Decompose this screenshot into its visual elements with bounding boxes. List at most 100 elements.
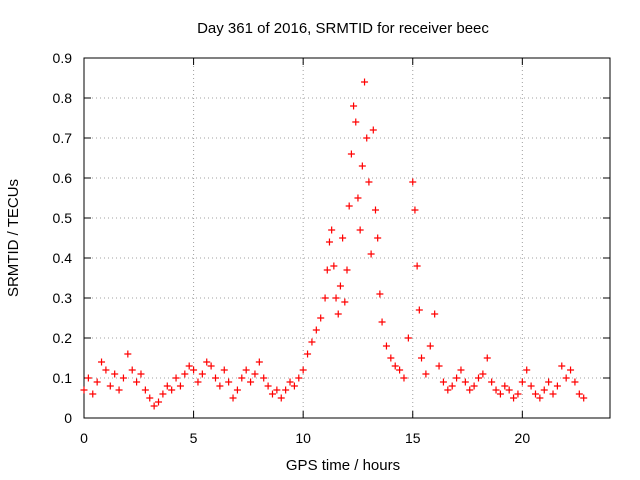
data-point <box>365 178 373 186</box>
data-point <box>382 342 390 350</box>
data-point <box>358 162 366 170</box>
data-point <box>496 390 504 398</box>
grid <box>84 58 610 418</box>
data-point <box>80 386 88 394</box>
data-point <box>444 386 452 394</box>
data-point <box>371 206 379 214</box>
x-axis-label: GPS time / hours <box>286 457 400 474</box>
data-point <box>185 362 193 370</box>
data-point <box>531 390 539 398</box>
data-point <box>238 374 246 382</box>
data-point <box>146 394 154 402</box>
data-point <box>190 366 198 374</box>
plot-frame <box>83 57 611 419</box>
y-tick-label: 0.3 <box>53 290 73 306</box>
data-point <box>216 382 224 390</box>
data-point <box>336 282 344 290</box>
data-point <box>545 378 553 386</box>
data-point <box>115 386 123 394</box>
data-point <box>194 378 202 386</box>
data-point <box>387 354 395 362</box>
data-point <box>374 234 382 242</box>
data-point <box>255 358 263 366</box>
data-point <box>457 366 465 374</box>
data-point <box>361 78 369 86</box>
data-point <box>84 374 92 382</box>
data-point <box>461 378 469 386</box>
data-point <box>527 382 535 390</box>
data-point <box>155 398 163 406</box>
data-point <box>363 134 371 142</box>
data-point <box>159 390 167 398</box>
x-ticks: 0 5 10 15 20 <box>80 58 530 446</box>
data-point <box>411 206 419 214</box>
data-point <box>505 386 513 394</box>
data-point <box>376 290 384 298</box>
data-point <box>514 390 522 398</box>
data-point <box>264 382 272 390</box>
data-point <box>124 350 132 358</box>
data-point <box>308 338 316 346</box>
y-tick-label: 0.4 <box>53 250 73 266</box>
data-point <box>352 118 360 126</box>
axes <box>83 57 611 419</box>
data-point <box>356 226 364 234</box>
data-point <box>251 370 259 378</box>
data-point <box>312 326 320 334</box>
data-point <box>488 378 496 386</box>
data-point <box>247 378 255 386</box>
data-point <box>418 354 426 362</box>
data-point <box>323 266 331 274</box>
data-point <box>141 386 149 394</box>
data-point <box>225 378 233 386</box>
data-point <box>260 374 268 382</box>
data-point <box>168 386 176 394</box>
data-point <box>93 378 101 386</box>
data-point <box>501 382 509 390</box>
data-point <box>304 350 312 358</box>
data-point <box>137 370 145 378</box>
data-point <box>345 202 353 210</box>
data-point <box>558 362 566 370</box>
data-point <box>330 262 338 270</box>
y-axis-label: SRMTID / TECUs <box>5 179 22 297</box>
y-ticks: 0 0.1 0.2 0.3 0.4 0.5 0.6 0.7 0.8 0.9 <box>53 50 610 426</box>
data-point <box>150 402 158 410</box>
data-point <box>435 362 443 370</box>
data-point <box>409 178 417 186</box>
data-point <box>580 394 588 402</box>
data-point <box>422 370 430 378</box>
y-tick-label: 0.1 <box>53 370 73 386</box>
data-point <box>325 238 333 246</box>
data-point <box>163 382 171 390</box>
x-tick-label: 0 <box>80 430 88 446</box>
data-point <box>448 382 456 390</box>
x-tick-label: 20 <box>515 430 531 446</box>
data-point <box>286 378 294 386</box>
data-point <box>413 262 421 270</box>
data-point <box>295 374 303 382</box>
data-point <box>553 382 561 390</box>
data-point <box>89 390 97 398</box>
data-point <box>431 310 439 318</box>
data-point <box>492 386 500 394</box>
x-tick-label: 5 <box>190 430 198 446</box>
data-point <box>453 374 461 382</box>
y-tick-label: 0.8 <box>53 90 73 106</box>
data-point <box>567 366 575 374</box>
data-point <box>212 374 219 382</box>
data-point <box>332 294 340 302</box>
data-point <box>233 386 241 394</box>
data-point <box>369 126 377 134</box>
data-point <box>367 250 375 258</box>
y-tick-label: 0.5 <box>53 210 73 226</box>
data-point <box>483 354 491 362</box>
data-point <box>111 370 119 378</box>
x-tick-label: 10 <box>295 430 311 446</box>
y-tick-label: 0.6 <box>53 170 73 186</box>
y-tick-label: 0.2 <box>53 330 73 346</box>
data-point <box>470 382 478 390</box>
data-point <box>479 370 487 378</box>
data-point <box>181 370 189 378</box>
